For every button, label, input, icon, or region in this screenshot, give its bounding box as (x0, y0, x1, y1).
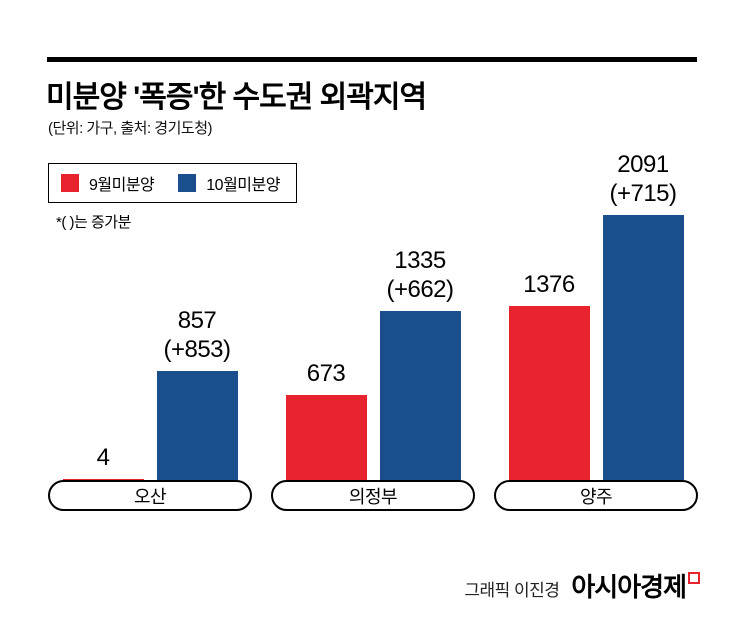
bar (62, 479, 144, 480)
brand-logo-text: 아시아경제 (571, 572, 687, 602)
bar (156, 371, 238, 480)
bar (379, 311, 461, 480)
bar (508, 306, 590, 480)
category-pill: 양주 (494, 480, 698, 511)
page-title: 미분양 '폭증'한 수도권 외곽지역 (46, 81, 427, 114)
increase-footnote: *( )는 증가분 (56, 214, 131, 231)
bar-row: 4 857 (+853) (48, 145, 252, 480)
bar-chart: 4 857 (+853) 오산 673 1335 (+662) 의정부 1376 2091 (… (48, 145, 698, 511)
bar-value-label: 4 (96, 443, 110, 471)
bar-column: 2091 (+715) (598, 151, 688, 480)
legend-label-september: 9월미분양 (89, 177, 155, 194)
top-rule (47, 57, 697, 62)
brand-logo: 아시아경제 (571, 567, 700, 604)
unit-source-note: (단위: 가구, 출처: 경기도청) (48, 120, 213, 137)
bar-group: 1376 2091 (+715) 양주 (494, 145, 698, 511)
legend: 9월미분양 10월미분양 (48, 163, 297, 203)
bar-column: 1335 (+662) (375, 247, 465, 480)
bar-group: 4 857 (+853) 오산 (48, 145, 252, 511)
bar-column: 857 (+853) (152, 307, 242, 480)
bar-value-label: 2091 (+715) (609, 151, 677, 207)
legend-swatch-september (61, 174, 79, 192)
legend-swatch-october (178, 174, 197, 192)
bar-row: 673 1335 (+662) (271, 145, 475, 480)
bar-value-label: 857 (+853) (163, 307, 231, 363)
footer: 그래픽 이진경 아시아경제 (0, 567, 700, 604)
bar-column: 673 (281, 360, 371, 480)
legend-label-october: 10월미분양 (206, 177, 280, 194)
brand-logo-mark-icon (688, 572, 700, 584)
bar-group: 673 1335 (+662) 의정부 (271, 145, 475, 511)
bar-value-label: 1376 (523, 270, 575, 298)
graphic-credit: 그래픽 이진경 (464, 581, 560, 600)
bar-column: 4 (58, 444, 148, 480)
category-pill: 의정부 (271, 480, 475, 511)
bar-value-label: 673 (306, 359, 346, 387)
bar (602, 215, 684, 480)
category-pill: 오산 (48, 480, 252, 511)
bar-row: 1376 2091 (+715) (494, 145, 698, 480)
bar-column: 1376 (504, 271, 594, 480)
bar-value-label: 1335 (+662) (386, 247, 454, 303)
bar (285, 395, 367, 480)
